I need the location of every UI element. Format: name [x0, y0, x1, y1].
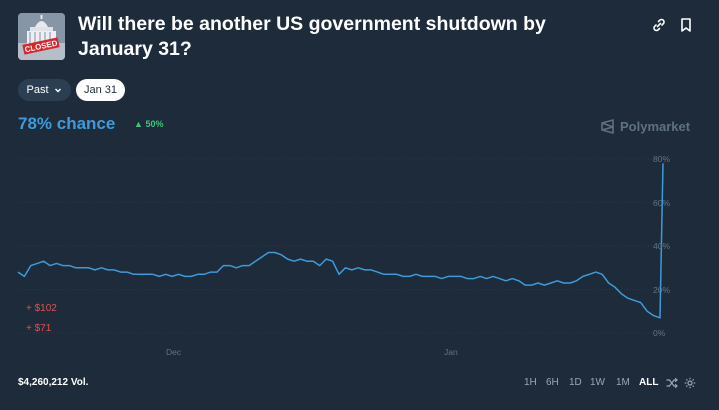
market-thumbnail: CLOSED	[18, 13, 65, 60]
chance-delta: ▲ 50%	[134, 119, 163, 129]
range-all[interactable]: ALL	[639, 377, 659, 388]
shuffle-icon[interactable]	[666, 376, 678, 389]
trade-label-2: + $71	[26, 323, 52, 334]
y-tick-label: 0%	[653, 328, 666, 338]
date-pill[interactable]: Jan 31	[76, 79, 125, 101]
trade-label-1: + $102	[26, 303, 57, 314]
date-label: Jan 31	[83, 84, 118, 96]
past-label: Past	[26, 84, 49, 96]
range-1m[interactable]: 1M	[616, 377, 630, 388]
volume-label: $4,260,212 Vol.	[18, 377, 89, 388]
chance-delta-value: 50%	[145, 119, 164, 129]
y-tick-label: 80%	[653, 154, 671, 164]
range-1d[interactable]: 1D	[569, 377, 582, 388]
y-tick-label: 60%	[653, 197, 671, 208]
polymarket-logo-icon	[601, 119, 614, 134]
chevron-down-icon	[54, 88, 61, 93]
bookmark-icon[interactable]	[677, 16, 695, 34]
polymarket-brand: Polymarket	[600, 119, 690, 134]
x-tick-label: Jan	[444, 347, 458, 357]
past-dropdown[interactable]: Past	[18, 79, 71, 101]
brand-name: Polymarket	[620, 119, 691, 134]
up-arrow-icon: ▲	[134, 119, 143, 129]
range-1h[interactable]: 1H	[524, 377, 537, 388]
y-tick-label: 40%	[653, 241, 671, 251]
chance-value: 78% chance	[18, 114, 116, 133]
range-6h[interactable]: 6H	[546, 377, 559, 388]
gear-icon[interactable]	[684, 376, 696, 389]
price-line	[17, 163, 664, 319]
range-1w[interactable]: 1W	[590, 377, 605, 388]
market-title: Will there be another US government shut…	[78, 13, 546, 60]
link-icon[interactable]	[650, 16, 668, 34]
x-tick-label: Dec	[166, 347, 182, 357]
y-tick-label: 20%	[653, 284, 671, 295]
